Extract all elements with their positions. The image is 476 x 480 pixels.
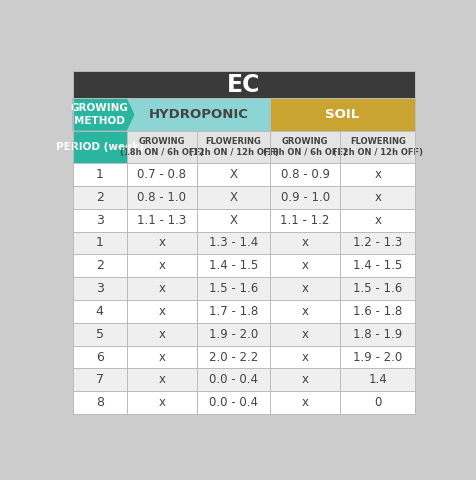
Text: GROWING
(18h ON / 6h OFF): GROWING (18h ON / 6h OFF) xyxy=(263,137,347,157)
Text: 7: 7 xyxy=(96,373,104,386)
Text: GROWING
(18h ON / 6h OFF): GROWING (18h ON / 6h OFF) xyxy=(120,137,204,157)
Text: x: x xyxy=(302,282,308,295)
Text: 1.2 - 1.3: 1.2 - 1.3 xyxy=(353,237,402,250)
Text: 1.4 - 1.5: 1.4 - 1.5 xyxy=(209,259,258,272)
Text: EC: EC xyxy=(227,72,261,96)
Text: x: x xyxy=(159,396,165,409)
Bar xyxy=(73,163,415,186)
Bar xyxy=(73,391,415,414)
Text: 0.9 - 1.0: 0.9 - 1.0 xyxy=(280,191,330,204)
Text: x: x xyxy=(302,259,308,272)
Text: 3: 3 xyxy=(96,214,104,227)
Text: 1.9 - 2.0: 1.9 - 2.0 xyxy=(353,350,402,363)
Bar xyxy=(340,131,415,163)
Text: 3: 3 xyxy=(96,282,104,295)
Text: 1.4: 1.4 xyxy=(368,373,387,386)
Bar xyxy=(127,131,197,163)
Text: x: x xyxy=(302,237,308,250)
Text: x: x xyxy=(302,396,308,409)
Bar xyxy=(73,300,415,323)
Text: x: x xyxy=(302,328,308,341)
Text: 1: 1 xyxy=(96,168,104,181)
Text: x: x xyxy=(159,259,165,272)
Text: x: x xyxy=(159,305,165,318)
Text: 5: 5 xyxy=(96,328,104,341)
Bar xyxy=(127,98,270,131)
Text: x: x xyxy=(159,373,165,386)
Text: x: x xyxy=(159,282,165,295)
Bar xyxy=(73,71,415,98)
Text: x: x xyxy=(374,214,381,227)
Bar xyxy=(73,323,415,346)
Bar xyxy=(73,231,415,254)
Text: X: X xyxy=(229,168,238,181)
Text: x: x xyxy=(159,328,165,341)
Text: x: x xyxy=(374,168,381,181)
Text: 1.8 - 1.9: 1.8 - 1.9 xyxy=(353,328,402,341)
Polygon shape xyxy=(73,98,135,131)
Text: 0.7 - 0.8: 0.7 - 0.8 xyxy=(138,168,187,181)
Text: X: X xyxy=(229,214,238,227)
Bar xyxy=(73,346,415,369)
Text: 1.3 - 1.4: 1.3 - 1.4 xyxy=(209,237,258,250)
Bar xyxy=(73,209,415,231)
Text: 2: 2 xyxy=(96,259,104,272)
Bar xyxy=(73,254,415,277)
Text: FLOWERING
(12h ON / 12h OFF): FLOWERING (12h ON / 12h OFF) xyxy=(333,137,423,157)
Text: 0.0 - 0.4: 0.0 - 0.4 xyxy=(209,373,258,386)
Text: x: x xyxy=(159,350,165,363)
Bar xyxy=(73,369,415,391)
Text: 1.1 - 1.2: 1.1 - 1.2 xyxy=(280,214,330,227)
Text: 1.6 - 1.8: 1.6 - 1.8 xyxy=(353,305,402,318)
Text: PERIOD (week): PERIOD (week) xyxy=(56,142,144,152)
Text: X: X xyxy=(229,191,238,204)
Text: SOIL: SOIL xyxy=(326,108,360,121)
Bar xyxy=(73,186,415,209)
Text: 0.0 - 0.4: 0.0 - 0.4 xyxy=(209,396,258,409)
Text: x: x xyxy=(302,305,308,318)
Text: x: x xyxy=(302,373,308,386)
Text: 1.5 - 1.6: 1.5 - 1.6 xyxy=(209,282,258,295)
Text: 8: 8 xyxy=(96,396,104,409)
Text: x: x xyxy=(302,350,308,363)
Text: 0.8 - 0.9: 0.8 - 0.9 xyxy=(280,168,329,181)
Text: HYDROPONIC: HYDROPONIC xyxy=(149,108,248,121)
Text: 4: 4 xyxy=(96,305,104,318)
Bar xyxy=(73,131,127,163)
Text: 1: 1 xyxy=(96,237,104,250)
Text: 6: 6 xyxy=(96,350,104,363)
Text: 2.0 - 2.2: 2.0 - 2.2 xyxy=(209,350,258,363)
Bar xyxy=(197,131,270,163)
Text: 0: 0 xyxy=(374,396,381,409)
Text: 1.9 - 2.0: 1.9 - 2.0 xyxy=(209,328,258,341)
Text: x: x xyxy=(374,191,381,204)
Text: 1.5 - 1.6: 1.5 - 1.6 xyxy=(353,282,402,295)
Text: GROWING
METHOD: GROWING METHOD xyxy=(71,103,129,126)
Text: FLOWERING
(12h ON / 12h OFF): FLOWERING (12h ON / 12h OFF) xyxy=(188,137,278,157)
Text: x: x xyxy=(159,237,165,250)
Bar xyxy=(270,98,415,131)
Text: 1.1 - 1.3: 1.1 - 1.3 xyxy=(137,214,187,227)
Text: 0.8 - 1.0: 0.8 - 1.0 xyxy=(138,191,187,204)
Text: 1.7 - 1.8: 1.7 - 1.8 xyxy=(209,305,258,318)
Bar xyxy=(270,131,340,163)
Text: 2: 2 xyxy=(96,191,104,204)
Text: 1.4 - 1.5: 1.4 - 1.5 xyxy=(353,259,402,272)
Bar xyxy=(73,277,415,300)
